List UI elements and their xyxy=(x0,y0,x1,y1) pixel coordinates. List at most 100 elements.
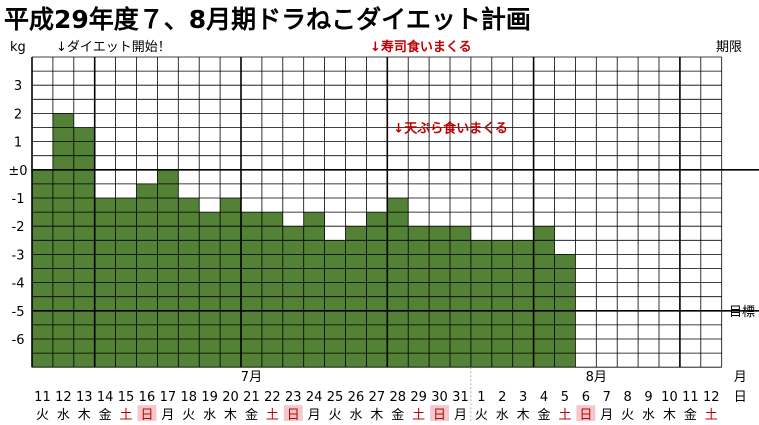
sunday-highlight xyxy=(137,405,157,424)
month-label: 8月 xyxy=(586,370,607,385)
weekday-label: 木 xyxy=(78,408,91,421)
day-label-7: 7 xyxy=(603,390,611,405)
day-label-28: 28 xyxy=(389,390,406,405)
day-label-29: 29 xyxy=(410,390,427,405)
weekday-label: 土 xyxy=(266,408,279,421)
day-label-4: 4 xyxy=(540,390,548,405)
day-label-27: 27 xyxy=(369,390,386,405)
day-label-18: 18 xyxy=(180,390,197,405)
weekday-label: 日 xyxy=(140,408,153,421)
weekday-label: 月 xyxy=(161,408,174,421)
y-tick-label: -1 xyxy=(12,192,25,207)
page-title: 平成29年度７、8月期ドラねこダイエット計画 xyxy=(4,5,531,34)
weekday-label: 木 xyxy=(663,408,676,421)
day-label-13: 13 xyxy=(76,390,93,405)
day-label-12: 12 xyxy=(703,390,720,405)
day-label-17: 17 xyxy=(160,390,177,405)
weekday-label: 火 xyxy=(36,408,49,421)
bar-16-5 xyxy=(136,183,158,368)
y-tick-label: -5 xyxy=(12,305,25,320)
sunday-highlight xyxy=(576,405,596,424)
day-label-15: 15 xyxy=(118,390,135,405)
day-label-5: 5 xyxy=(561,390,569,405)
sunday-highlight xyxy=(283,405,303,424)
weekday-label: 水 xyxy=(349,408,362,421)
day-label-24: 24 xyxy=(306,390,323,405)
day-label-25: 25 xyxy=(327,390,344,405)
day-label-11: 11 xyxy=(34,390,51,405)
bar-27-16 xyxy=(366,212,388,368)
weekday-label: 日 xyxy=(579,408,592,421)
y-tick-label: 3 xyxy=(14,79,22,94)
y-tick-label: -3 xyxy=(12,248,25,263)
weekday-label: 金 xyxy=(245,407,258,421)
weekday-label: 水 xyxy=(57,408,70,421)
bar-3-23 xyxy=(512,240,534,368)
day-label-22: 22 xyxy=(264,390,281,405)
bar-13-2 xyxy=(73,127,95,368)
y-tick-label: 2 xyxy=(14,107,22,122)
y-tick-label: ±0 xyxy=(8,164,27,179)
y-tick-label: -4 xyxy=(12,277,25,292)
weekday-label: 木 xyxy=(370,408,383,421)
weekday-label: 土 xyxy=(412,408,425,421)
weekday-label: 日 xyxy=(433,408,446,421)
weekday-label: 火 xyxy=(475,408,488,421)
day-label-19: 19 xyxy=(201,390,218,405)
day-label-26: 26 xyxy=(348,390,365,405)
weekday-label: 水 xyxy=(642,408,655,421)
weekday-label: 土 xyxy=(120,408,133,421)
y-tick-label: -2 xyxy=(12,220,25,235)
day-label-12: 12 xyxy=(55,390,72,405)
day-label-10: 10 xyxy=(661,390,678,405)
day-label-3: 3 xyxy=(519,390,527,405)
day-label-20: 20 xyxy=(222,390,239,405)
target-label: 目標 xyxy=(729,305,755,320)
weekday-label: 月 xyxy=(454,408,467,421)
month-unit: 月 xyxy=(734,370,747,385)
weekday-label: 土 xyxy=(705,408,718,421)
weekday-label: 水 xyxy=(203,408,216,421)
weekday-label: 木 xyxy=(517,408,530,421)
sunday-highlight xyxy=(430,405,449,424)
diet-start-note: ↓ダイエット開始！ xyxy=(56,40,171,55)
month-label: 7月 xyxy=(241,370,262,385)
day-label-16: 16 xyxy=(139,390,156,405)
y-tick-label: -6 xyxy=(12,333,25,348)
day-label-11: 11 xyxy=(682,390,699,405)
sushi-note: ↓寿司食いまくる xyxy=(370,39,472,55)
weekday-label: 火 xyxy=(621,408,634,421)
day-label-23: 23 xyxy=(285,390,302,405)
bar-25-14 xyxy=(324,240,346,368)
day-label-31: 31 xyxy=(452,390,469,405)
weekday-label: 土 xyxy=(558,408,571,421)
y-tick-label: 1 xyxy=(14,136,22,151)
day-label-9: 9 xyxy=(644,390,652,405)
deadline-label: 期限 xyxy=(716,40,742,55)
weekday-label: 水 xyxy=(496,408,509,421)
bar-24-13 xyxy=(303,212,325,368)
weekday-label: 火 xyxy=(182,408,195,421)
weekday-label: 金 xyxy=(391,407,404,421)
day-label-8: 8 xyxy=(624,390,632,405)
day-unit: 日 xyxy=(734,390,747,405)
day-label-30: 30 xyxy=(431,390,448,405)
day-label-14: 14 xyxy=(97,390,114,405)
weekday-label: 火 xyxy=(329,408,342,421)
weekday-label: 月 xyxy=(308,408,321,421)
bar-19-8 xyxy=(199,212,221,368)
tempura-note: ↓天ぷら食いまくる xyxy=(393,121,508,137)
day-label-2: 2 xyxy=(498,390,506,405)
day-label-6: 6 xyxy=(582,390,590,405)
bar-22-11 xyxy=(261,212,283,368)
day-label-1: 1 xyxy=(477,390,485,405)
day-label-21: 21 xyxy=(243,390,260,405)
bar-1-21 xyxy=(470,240,492,368)
unit-label: kg xyxy=(10,40,26,55)
weekday-label: 金 xyxy=(538,407,551,421)
bar-2-22 xyxy=(491,240,513,368)
weekday-label: 日 xyxy=(287,408,300,421)
